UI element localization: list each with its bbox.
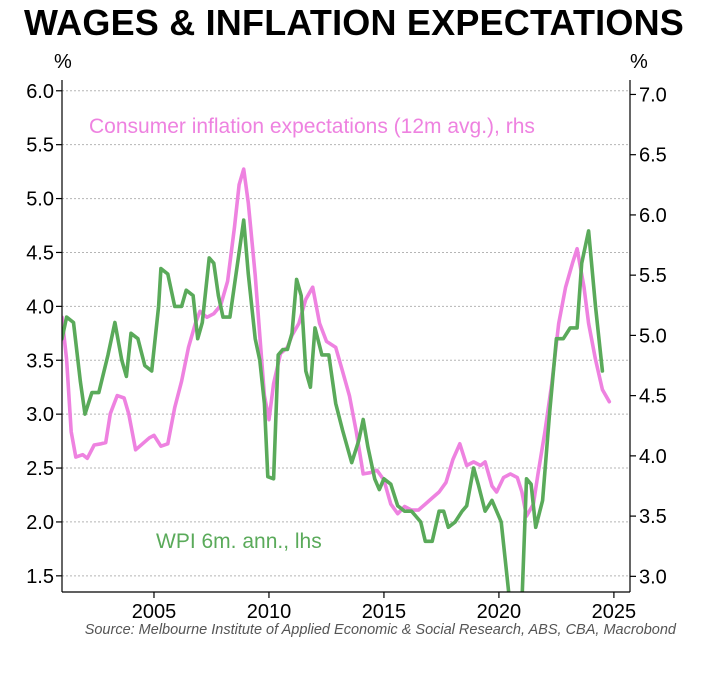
- grid-lines: [62, 90, 630, 577]
- right-tick-label-6.5: 6.5: [639, 145, 667, 167]
- left-tick-label-5.5: 5.5: [26, 135, 54, 157]
- right-tick-label-7.0: 7.0: [639, 84, 667, 106]
- left-tick-label-3.5: 3.5: [26, 350, 54, 372]
- right-tick-label-3.0: 3.0: [639, 566, 667, 588]
- chart-title: WAGES & INFLATION EXPECTATIONS: [23, 2, 684, 43]
- right-tick-label-6.0: 6.0: [639, 205, 667, 227]
- annotation-expectations: Consumer inflation expectations (12m avg…: [89, 115, 535, 138]
- left-tick-label-2.0: 2.0: [26, 512, 54, 534]
- left-tick-label-5.0: 5.0: [26, 189, 54, 211]
- right-tick-label-3.5: 3.5: [639, 506, 667, 528]
- left-tick-label-2.5: 2.5: [26, 458, 54, 480]
- source-note: Source: Melbourne Institute of Applied E…: [84, 622, 676, 638]
- axes: [56, 80, 636, 598]
- right-tick-label-5.5: 5.5: [639, 265, 667, 287]
- tick-labels: 1.5 2.0 2.5 3.0 3.5 4.0 4.5 5.0 5.5 6.0 3.0 3.5 4.0 4…: [26, 81, 667, 623]
- series-line-expectations: [62, 167, 612, 518]
- left-tick-label-4.0: 4.0: [26, 296, 54, 318]
- left-tick-label-3.0: 3.0: [26, 404, 54, 426]
- right-axis-unit: %: [630, 51, 648, 73]
- series-line-wpi: [62, 218, 605, 592]
- x-tick-label-2020: 2020: [477, 601, 522, 623]
- series-lines: [62, 167, 612, 592]
- x-tick-label-2015: 2015: [362, 601, 407, 623]
- right-tick-label-5.0: 5.0: [639, 325, 667, 347]
- annotation-wpi: WPI 6m. ann., lhs: [156, 530, 322, 553]
- x-tick-label-2025: 2025: [592, 601, 637, 623]
- left-tick-label-6.0: 6.0: [26, 81, 54, 103]
- x-tick-label-2010: 2010: [247, 601, 292, 623]
- left-tick-label-1.5: 1.5: [26, 566, 54, 588]
- left-axis-unit: %: [54, 51, 72, 73]
- right-tick-label-4.0: 4.0: [639, 446, 667, 468]
- x-tick-label-2005: 2005: [132, 601, 177, 623]
- right-tick-label-4.5: 4.5: [639, 386, 667, 408]
- left-tick-label-4.5: 4.5: [26, 242, 54, 264]
